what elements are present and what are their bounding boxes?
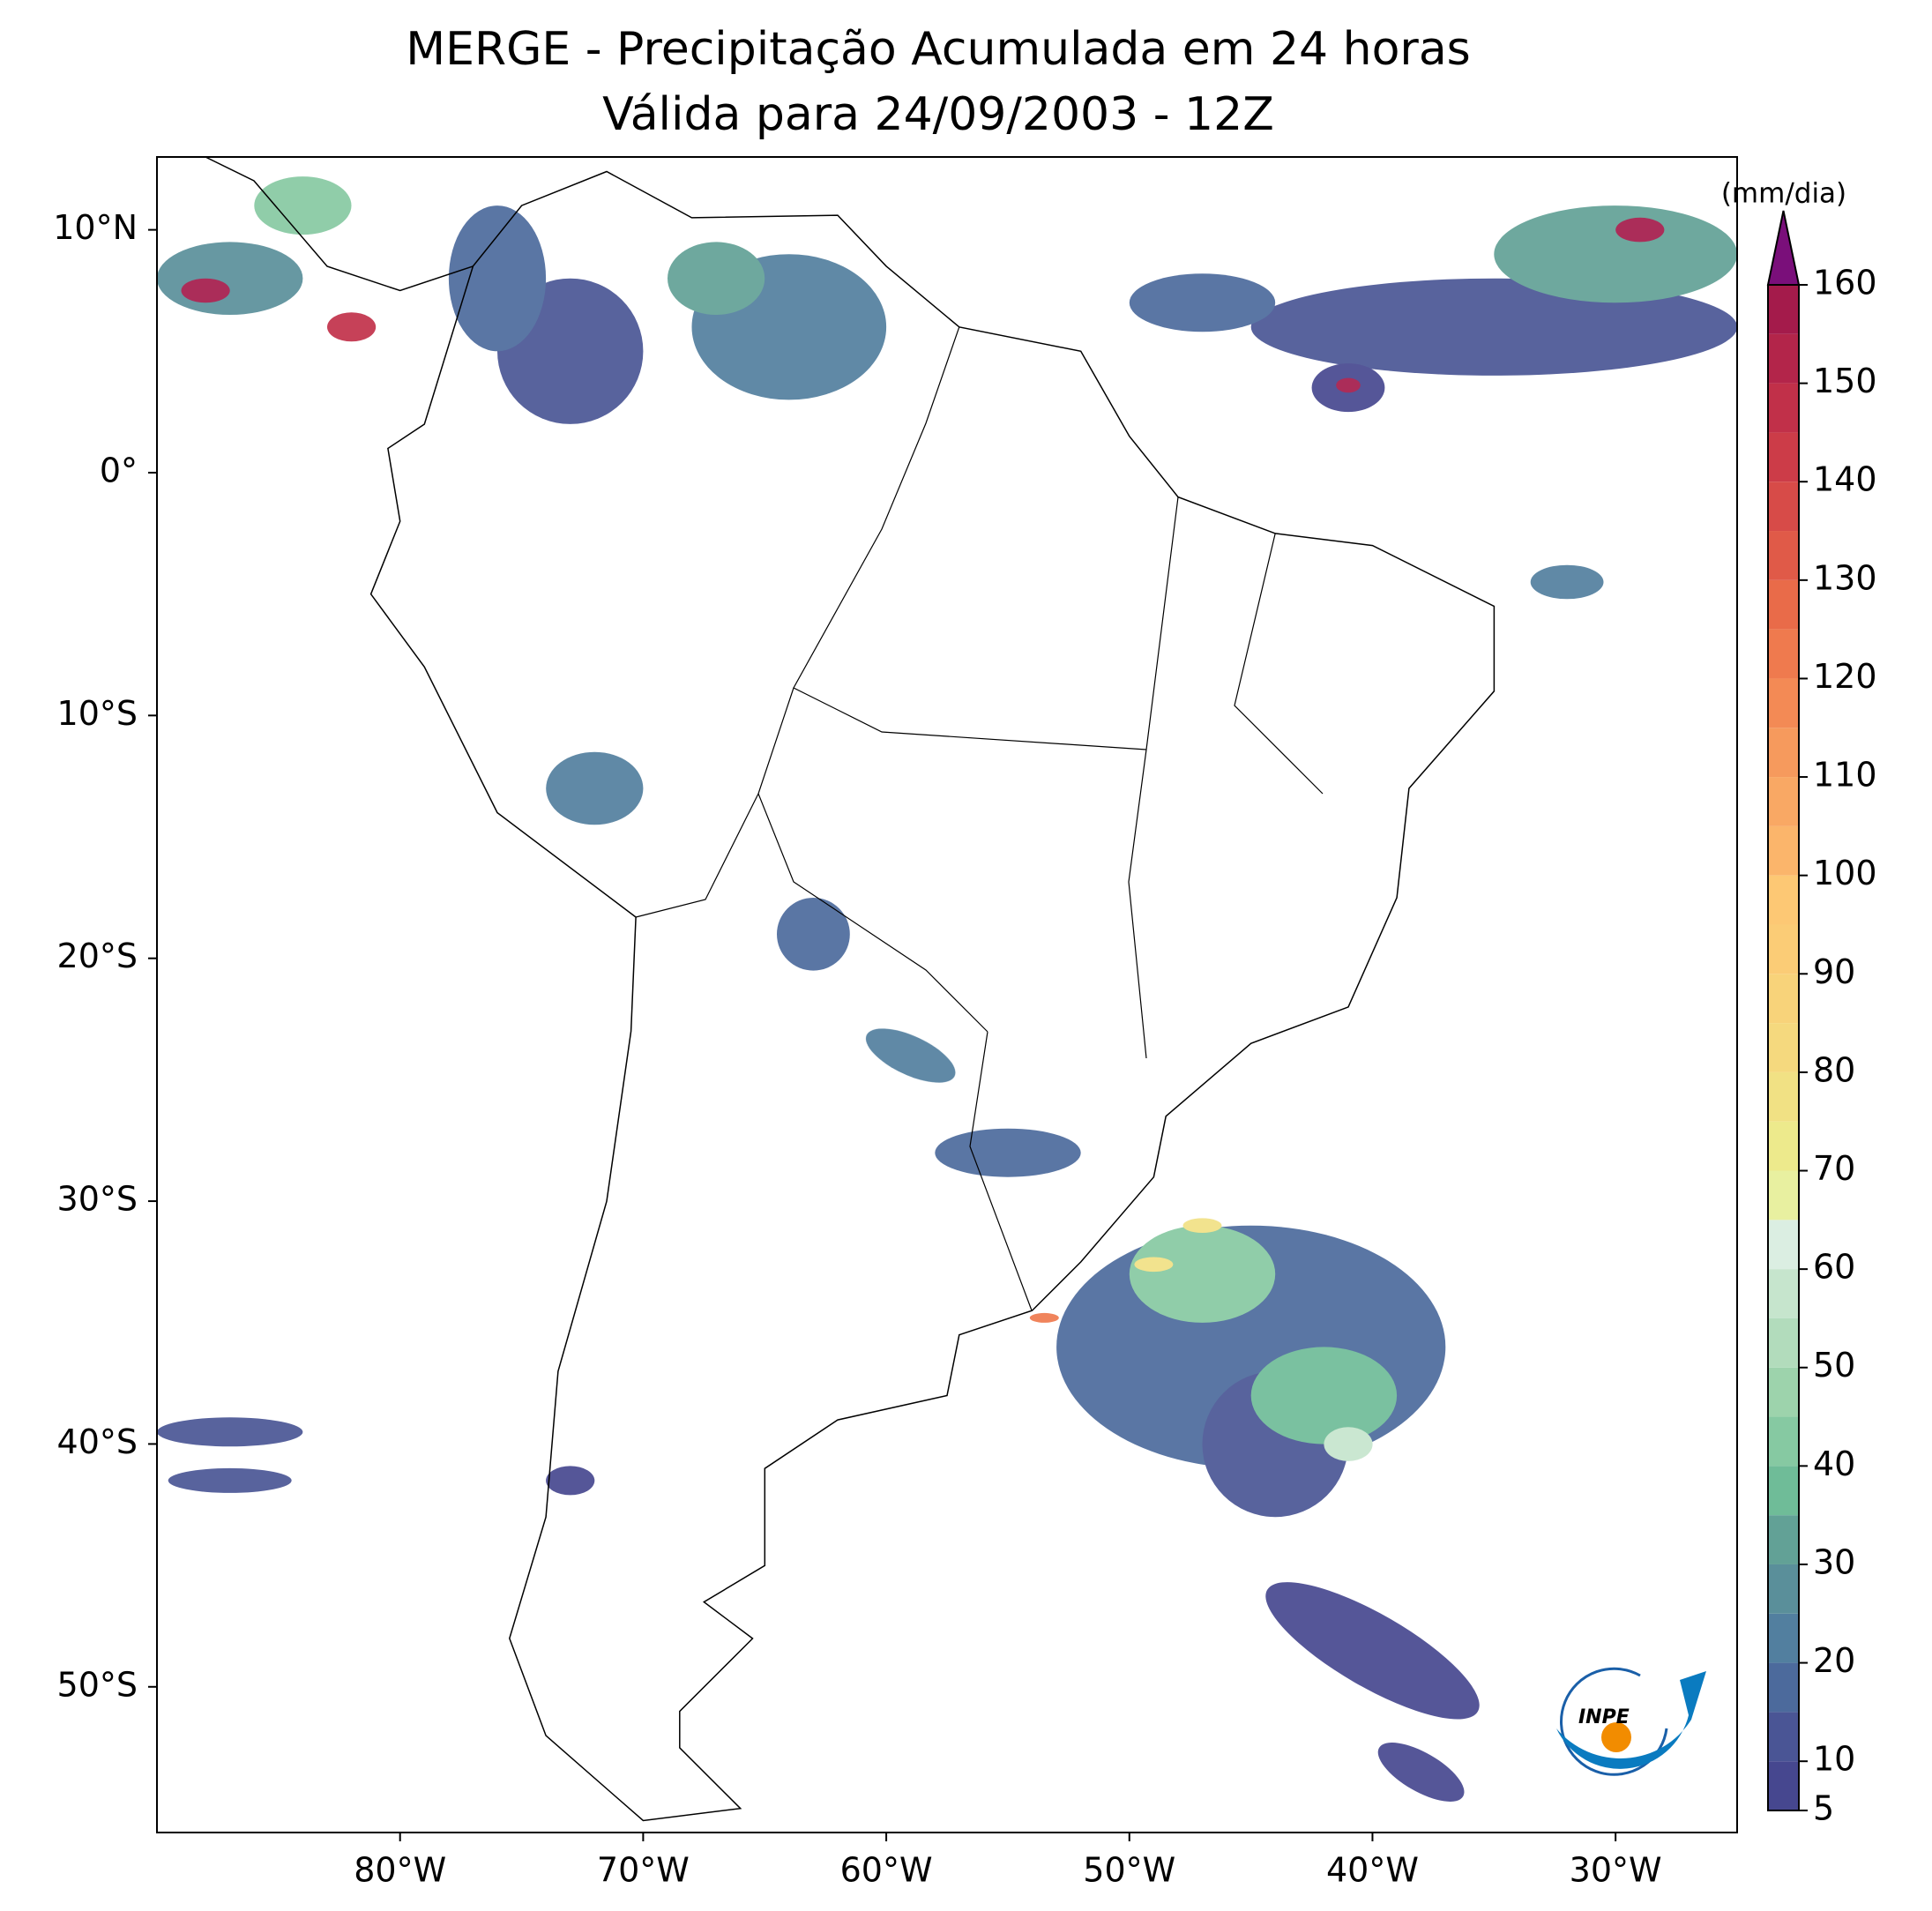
colorbar-band bbox=[1768, 728, 1799, 778]
colorbar-tick-label: 30 bbox=[1813, 1542, 1855, 1581]
colorbar-band bbox=[1768, 432, 1799, 482]
y-tick-label: 40°S bbox=[57, 1422, 138, 1461]
colorbar-band bbox=[1768, 924, 1799, 974]
colorbar-tick-label: 50 bbox=[1813, 1346, 1855, 1385]
colorbar-band bbox=[1768, 1220, 1799, 1270]
colorbar-band bbox=[1768, 579, 1799, 630]
colorbar-tick-label: 160 bbox=[1813, 264, 1877, 302]
x-tick-label: 50°W bbox=[1083, 1851, 1175, 1890]
subtitle: Válida para 24/09/2003 - 12Z bbox=[602, 88, 1274, 141]
borders bbox=[635, 326, 1324, 1311]
x-tick-label: 30°W bbox=[1570, 1851, 1662, 1890]
colorbar-band bbox=[1768, 678, 1799, 728]
colorbar-band bbox=[1768, 1564, 1799, 1614]
colorbar-band bbox=[1768, 974, 1799, 1024]
colorbar-band bbox=[1768, 875, 1799, 925]
colorbar-band bbox=[1768, 1613, 1799, 1663]
colorbar-tick-label: 140 bbox=[1813, 460, 1877, 499]
logo: INPE bbox=[1556, 1667, 1706, 1776]
colorbar-tick-label: 120 bbox=[1813, 657, 1877, 696]
colorbar-band bbox=[1768, 1662, 1799, 1713]
colorbar-band bbox=[1768, 1761, 1799, 1810]
colorbar-tick-label: 10 bbox=[1813, 1740, 1855, 1779]
colorbar-band bbox=[1768, 1466, 1799, 1516]
colorbar-band bbox=[1768, 1121, 1799, 1171]
x-tick-label: 70°W bbox=[597, 1851, 690, 1890]
x-tick-label: 60°W bbox=[840, 1851, 933, 1890]
y-tick-label: 10°N bbox=[53, 208, 138, 247]
colorbar-band bbox=[1768, 1318, 1799, 1368]
x-tick-label: 80°W bbox=[354, 1851, 446, 1890]
map-layer bbox=[157, 157, 1737, 1822]
colorbar-band bbox=[1768, 1071, 1799, 1122]
colorbar-band bbox=[1768, 1515, 1799, 1564]
colorbar-band bbox=[1768, 825, 1799, 876]
colorbar-tick-label: 60 bbox=[1813, 1248, 1855, 1287]
colorbar-tick-label: 70 bbox=[1813, 1149, 1855, 1188]
colorbar-tick-label: 20 bbox=[1813, 1641, 1855, 1680]
colorbar-band bbox=[1768, 1712, 1799, 1762]
colorbar-band bbox=[1768, 481, 1799, 532]
colorbar-tick-label: 130 bbox=[1813, 558, 1877, 597]
title: MERGE - Precipitação Acumulada em 24 hor… bbox=[406, 23, 1471, 76]
colorbar-band bbox=[1768, 1269, 1799, 1318]
colorbar-band bbox=[1768, 383, 1799, 433]
colorbar-band bbox=[1768, 777, 1799, 826]
y-tick-label: 30°S bbox=[57, 1180, 138, 1219]
colorbar-label: (mm/dia) bbox=[1721, 178, 1846, 210]
colorbar-tick-label: 40 bbox=[1813, 1444, 1855, 1483]
y-tick-label: 20°S bbox=[57, 937, 138, 975]
y-tick-label: 10°S bbox=[57, 694, 138, 733]
colorbar-band bbox=[1768, 1170, 1799, 1221]
y-tick-label: 50°S bbox=[57, 1665, 138, 1704]
logo-text: INPE bbox=[1578, 1706, 1630, 1728]
colorbar-tick-label: 90 bbox=[1813, 952, 1855, 991]
colorbar-band bbox=[1768, 1367, 1799, 1417]
colorbar-tick-label: 5 bbox=[1813, 1789, 1834, 1828]
colorbar-band bbox=[1768, 333, 1799, 384]
colorbar-tick-label: 150 bbox=[1813, 362, 1877, 400]
colorbar-tick-label: 100 bbox=[1813, 854, 1877, 892]
colorbar-tick-label: 110 bbox=[1813, 756, 1877, 795]
map-frame bbox=[156, 156, 1738, 1833]
colorbar-band bbox=[1768, 629, 1799, 679]
colorbar-band bbox=[1768, 1023, 1799, 1072]
x-tick-label: 40°W bbox=[1326, 1851, 1419, 1890]
precipitation bbox=[157, 176, 1737, 1802]
colorbar-tick-label: 80 bbox=[1813, 1050, 1855, 1089]
colorbar-band bbox=[1768, 285, 1799, 334]
colorbar-extend bbox=[1766, 210, 1801, 286]
y-tick-label: 0° bbox=[100, 451, 138, 489]
colorbar-band bbox=[1768, 1416, 1799, 1467]
coastline bbox=[205, 157, 474, 292]
colorbar-frame bbox=[1767, 284, 1800, 1811]
coastline bbox=[369, 170, 1496, 1822]
colorbar-band bbox=[1768, 531, 1799, 580]
